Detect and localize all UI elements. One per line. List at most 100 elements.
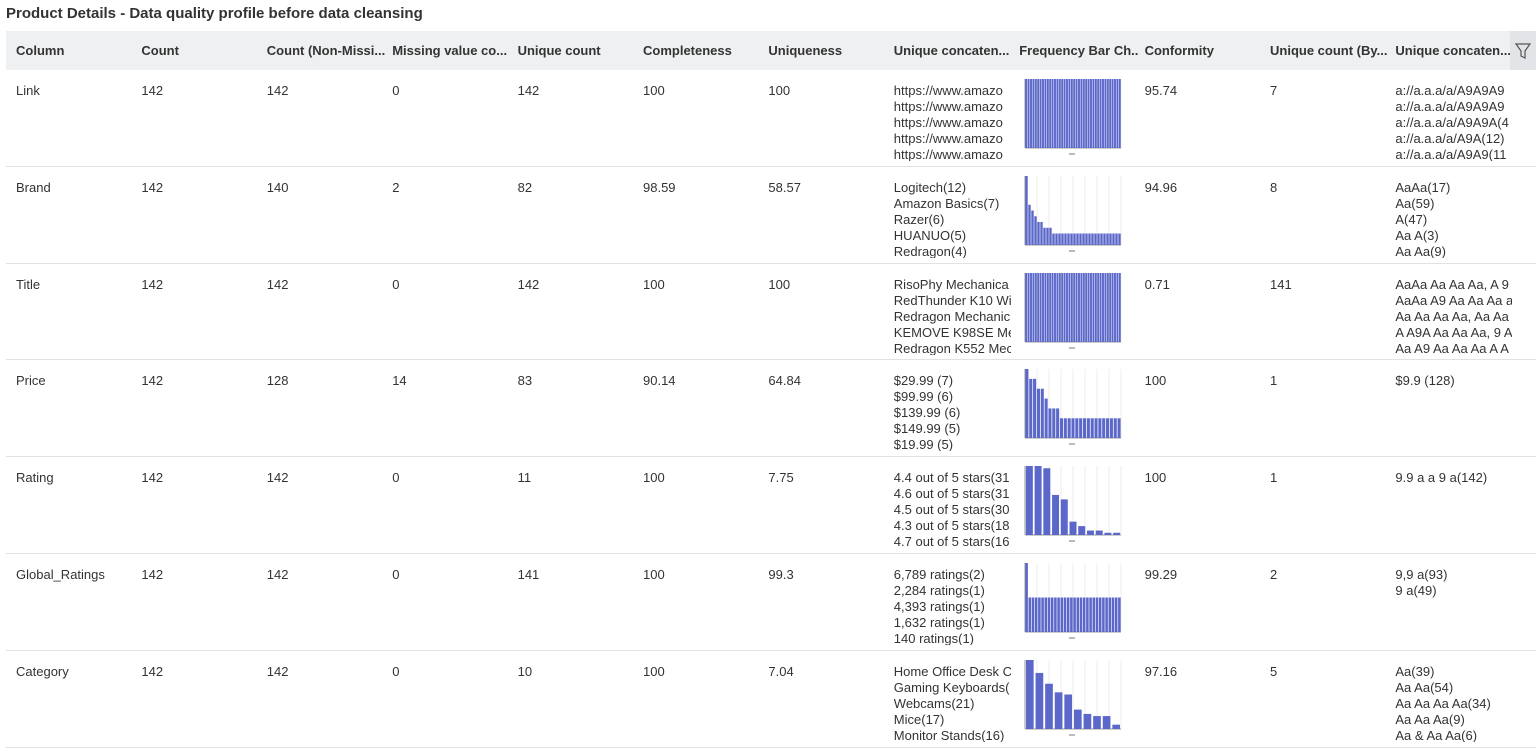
bar xyxy=(1106,233,1109,245)
bar xyxy=(1102,715,1111,729)
table-row: Rating 142 142 0 11 100 7.75 4.4 out of 5 stars… xyxy=(6,457,1536,554)
bar xyxy=(1092,597,1096,632)
cell-line: 9,9 a(93) xyxy=(1395,567,1448,582)
cell: 142 xyxy=(517,276,540,292)
axis-label-stub xyxy=(1069,249,1076,252)
bar xyxy=(1073,597,1077,632)
bar xyxy=(1078,272,1081,342)
row-label: Global_Ratings xyxy=(16,567,105,582)
bar xyxy=(1099,597,1102,632)
cell-line: 2,284 ratings(1) xyxy=(893,583,985,598)
bar xyxy=(1054,692,1063,729)
cell: 142 xyxy=(266,83,289,98)
bar xyxy=(1046,227,1049,245)
frequency-bar-chart xyxy=(1024,369,1122,446)
axis-label-stub xyxy=(1069,346,1076,349)
cell: 142 xyxy=(141,83,164,98)
cell-line: Redragon(4) xyxy=(893,243,967,258)
cell-line: AaAa(17) xyxy=(1395,179,1451,195)
cell: Logitech(12) Amazon Basics(7) Razer(6) HUAN… xyxy=(894,180,1011,258)
bar xyxy=(1085,233,1088,245)
table-row: Title 142 142 0 142 100 100 RisoPhy Mechanica Re… xyxy=(6,264,1536,361)
cell-line: A(47) xyxy=(1395,211,1428,227)
bar xyxy=(1087,530,1095,536)
bar xyxy=(1037,272,1040,342)
column-header: Frequency Bar Ch... xyxy=(1019,43,1140,58)
filter-button[interactable] xyxy=(1510,31,1536,70)
bar xyxy=(1068,79,1071,148)
cell-line: Monitor Stands(16) xyxy=(893,727,1005,742)
cell: 95.74 xyxy=(1144,83,1178,98)
bar xyxy=(1109,272,1112,342)
column-header: Unique concaten... xyxy=(1395,43,1511,58)
cell-line: https://www.amazo xyxy=(893,147,1003,161)
bar xyxy=(1102,79,1105,148)
bar xyxy=(1031,597,1035,632)
bar xyxy=(1080,272,1083,342)
bar xyxy=(1056,272,1059,342)
cell-line: Redragon Mechanic xyxy=(893,308,1011,324)
bar xyxy=(1092,272,1095,342)
bar xyxy=(1102,597,1105,632)
bar xyxy=(1040,221,1043,245)
bar xyxy=(1116,272,1119,342)
axis-label-stub xyxy=(1069,153,1076,155)
cell: 94.96 xyxy=(1144,179,1178,195)
cell-line: Aa Aa Aa(9) xyxy=(1395,711,1465,727)
bar xyxy=(1025,563,1029,632)
cell-line: $139.99 (6) xyxy=(893,405,961,421)
table-row: Category 142 142 0 10 100 7.04 Home Office Desk… xyxy=(6,651,1536,748)
cell-line: $149.99 (5) xyxy=(893,421,961,437)
bar xyxy=(1044,272,1047,342)
bar xyxy=(1102,418,1106,439)
cell-line: 4.6 out of 5 stars(31 xyxy=(893,486,1010,502)
cell: 7 xyxy=(1270,83,1278,98)
bar xyxy=(1107,79,1109,148)
bar xyxy=(1038,597,1041,632)
cell-line: $9.9 (128) xyxy=(1395,373,1455,389)
bar xyxy=(1075,79,1078,148)
bar xyxy=(1030,79,1033,148)
bar xyxy=(1089,597,1093,632)
bar xyxy=(1099,272,1102,342)
bar xyxy=(1105,597,1109,632)
cell-line: 9 a(49) xyxy=(1395,583,1437,598)
bar xyxy=(1049,227,1052,245)
cell: 7.75 xyxy=(768,470,794,486)
bar xyxy=(1112,233,1115,245)
cell: https://www.amazo https://www.amazo https:… xyxy=(894,83,1011,161)
cell: 100 xyxy=(643,276,665,292)
bar xyxy=(1028,597,1032,632)
bar xyxy=(1087,418,1091,439)
table-header: Column Count Count (Non-Missi... Missing va… xyxy=(6,31,1536,70)
bar xyxy=(1079,233,1082,245)
cell: 100 xyxy=(1144,470,1167,486)
cell: 140 xyxy=(266,179,289,195)
cell: RisoPhy Mechanica RedThunder K10 Wi Redrag… xyxy=(894,277,1011,355)
column-header: Conformity xyxy=(1144,43,1214,58)
bar xyxy=(1108,597,1112,632)
cell: 142 xyxy=(141,179,164,195)
cell: 5 xyxy=(1270,663,1278,679)
cell-line: Aa A9 Aa Aa Aa A A xyxy=(1395,340,1509,355)
bar xyxy=(1079,418,1083,439)
bar xyxy=(1061,272,1064,342)
cell: 142 xyxy=(266,276,289,292)
bar xyxy=(1051,272,1054,342)
page-title: Product Details - Data quality profile b… xyxy=(6,5,423,22)
bar xyxy=(1109,233,1112,245)
bar xyxy=(1115,597,1118,632)
cell-line: 4.7 out of 5 stars(16 xyxy=(893,534,1010,549)
cell-line: KEMOVE K98SE Me xyxy=(893,324,1011,340)
cell-line: Razer(6) xyxy=(893,211,945,227)
bar xyxy=(1075,418,1079,439)
bar xyxy=(1104,272,1107,342)
axis-label-stub xyxy=(1069,443,1076,446)
bar xyxy=(1102,272,1105,342)
bar xyxy=(1064,694,1073,729)
bar xyxy=(1059,272,1061,342)
cell: 1 xyxy=(1270,470,1278,486)
bar xyxy=(1039,79,1042,148)
cell-line: 4.3 out of 5 stars(18 xyxy=(893,518,1010,534)
bar xyxy=(1029,379,1033,439)
